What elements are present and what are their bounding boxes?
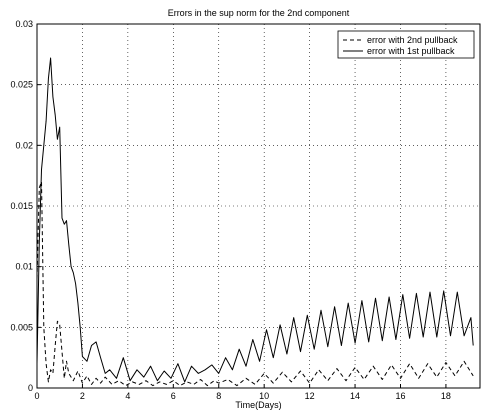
x-tick-label: 0 bbox=[34, 391, 39, 401]
x-tick-label: 16 bbox=[395, 391, 405, 401]
x-tick-label: 14 bbox=[350, 391, 360, 401]
axis-ticks: 0 2 4 6 8 10 12 14 16 18 0 0.005 0.01 0.015 0.02 0.025 0… bbox=[10, 19, 450, 401]
y-tick-label: 0.01 bbox=[15, 262, 33, 272]
x-tick-label: 6 bbox=[171, 391, 176, 401]
grid bbox=[37, 24, 480, 388]
legend-label-1st-pullback: error with 1st pullback bbox=[367, 46, 455, 56]
x-tick-label: 8 bbox=[216, 391, 221, 401]
series-layer bbox=[36, 57, 474, 387]
x-tick-label: 10 bbox=[259, 391, 269, 401]
series-line-2nd-pullback bbox=[36, 181, 474, 387]
x-tick-label: 2 bbox=[80, 391, 85, 401]
y-tick-label: 0.025 bbox=[10, 80, 33, 90]
x-tick-label: 12 bbox=[305, 391, 315, 401]
legend-box bbox=[337, 30, 475, 59]
legend: error with 2nd pullback error with 1st p… bbox=[337, 30, 475, 59]
y-tick-label: 0 bbox=[28, 383, 33, 393]
series-line-1st-pullback bbox=[36, 57, 474, 383]
y-tick-label: 0.015 bbox=[10, 201, 33, 211]
chart-title: Errors in the sup norm for the 2nd compo… bbox=[168, 8, 350, 18]
y-tick-label: 0.005 bbox=[10, 322, 33, 332]
legend-label-2nd-pullback: error with 2nd pullback bbox=[367, 35, 458, 45]
y-tick-label: 0.03 bbox=[15, 19, 33, 29]
x-axis-label: Time(Days) bbox=[235, 400, 281, 410]
x-tick-label: 4 bbox=[125, 391, 130, 401]
x-tick-label: 18 bbox=[441, 391, 451, 401]
y-tick-label: 0.02 bbox=[15, 140, 33, 150]
